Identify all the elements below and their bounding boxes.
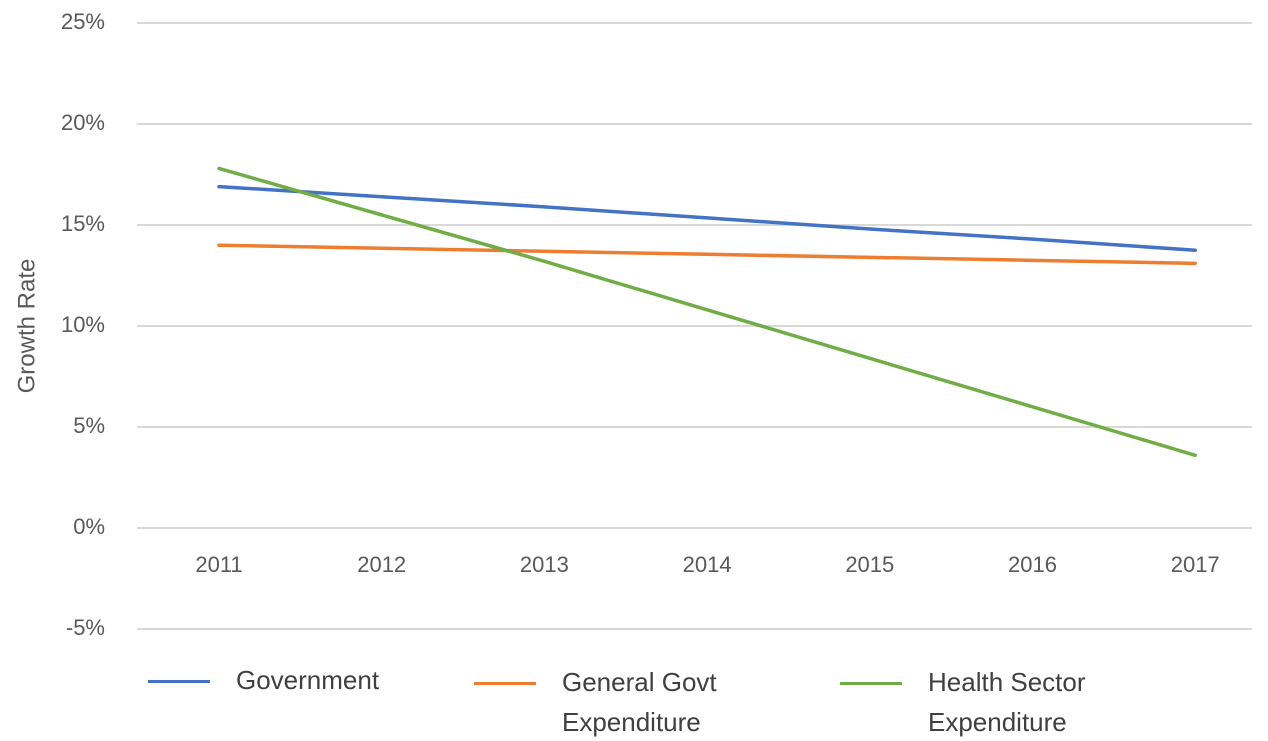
x-tick-label: 2013 <box>520 552 569 577</box>
y-tick-label: 20% <box>61 110 105 135</box>
y-tick-label: 15% <box>61 211 105 236</box>
x-tick-label: 2014 <box>683 552 732 577</box>
y-tick-label: 25% <box>61 9 105 34</box>
x-tick-label: 2015 <box>845 552 894 577</box>
x-tick-label: 2012 <box>357 552 406 577</box>
x-tick-label: 2011 <box>195 552 242 577</box>
y-tick-label: -5% <box>66 615 105 640</box>
legend-swatch <box>840 682 902 685</box>
y-tick-label: 10% <box>61 312 105 337</box>
series-line <box>217 243 1197 266</box>
legend-label: General Govt Expenditure <box>562 667 717 737</box>
legend-item: Government <box>148 665 436 700</box>
legend-label: Government <box>236 665 380 695</box>
series-line <box>217 184 1197 252</box>
legend-swatch <box>474 682 536 685</box>
legend-item: General Govt Expenditure <box>474 667 762 741</box>
legend-swatch <box>148 680 210 683</box>
legend-label: Health Sector Expenditure <box>928 667 1086 737</box>
x-tick-label: 2016 <box>1008 552 1057 577</box>
y-axis-label: Growth Rate <box>13 259 40 394</box>
y-tick-label: 0% <box>73 514 105 539</box>
x-tick-label: 2017 <box>1171 552 1220 577</box>
y-tick-label: 5% <box>73 413 105 438</box>
legend-item: Health Sector Expenditure <box>840 667 1128 741</box>
series-line <box>217 166 1197 458</box>
